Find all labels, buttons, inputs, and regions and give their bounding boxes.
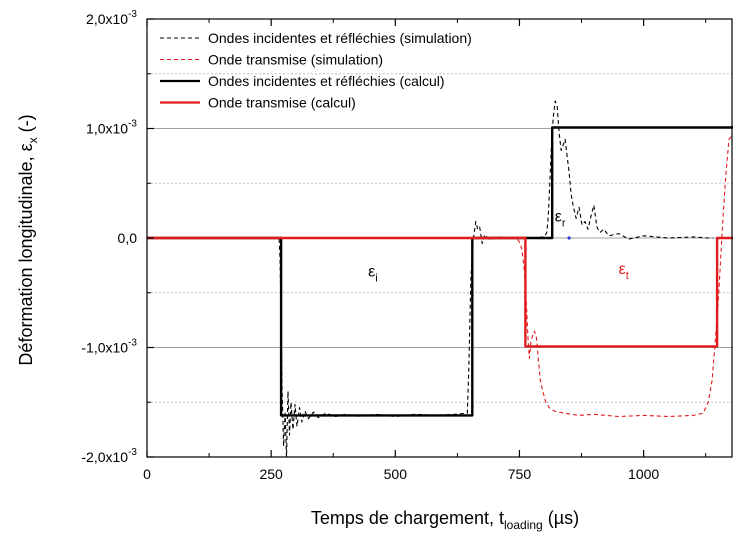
y-tick-label: -2,0x10-3 xyxy=(81,447,137,465)
annotation-label: εi xyxy=(368,263,378,284)
annotation-label: εr xyxy=(555,209,566,230)
y-tick-label-exponent: -3 xyxy=(128,119,137,130)
y-tick-label-exponent: -3 xyxy=(128,338,137,349)
y-axis-label-sub: x xyxy=(26,137,40,143)
y-axis-label-unit: (-) xyxy=(16,114,36,137)
series-line-3 xyxy=(147,126,733,417)
y-tick-label: 0,0 xyxy=(118,230,138,246)
x-axis-label: Temps de chargement, tloading (µs) xyxy=(311,508,579,532)
y-tick-label-base: 1,0x10 xyxy=(86,121,128,137)
y-tick-label: 1,0x10-3 xyxy=(86,119,137,137)
x-tick-label: 250 xyxy=(259,466,283,482)
y-tick-label: -1,0x10-3 xyxy=(81,338,137,356)
legend-entry-label: Onde transmise (simulation) xyxy=(208,52,383,68)
axis-ticks: 0 250 500 750 10002,0x10-31,0x10-30,0-1,0x10… xyxy=(81,9,707,482)
x-tick-label: 0 xyxy=(143,466,151,482)
y-tick-label-exponent: -3 xyxy=(128,9,137,20)
legend-entry-label: Onde transmise (calcul) xyxy=(208,95,356,111)
annotation-label: εt xyxy=(619,261,629,282)
y-tick-label-base: 2,0x10 xyxy=(86,11,128,27)
x-axis-label-sub: loading xyxy=(504,518,543,532)
y-axis-label: Déformation longitudinale, εx (-) xyxy=(16,114,40,365)
y-tick-label-base: -2,0x10 xyxy=(81,449,128,465)
annotation-symbol: ε xyxy=(555,209,562,226)
series-line-2 xyxy=(147,135,732,418)
legend-entry-label: Ondes incidentes et réfléchies (simulati… xyxy=(208,30,472,46)
legend: Ondes incidentes et réfléchies (simulati… xyxy=(160,30,472,111)
legend-entry-label: Ondes incidentes et réfléchies (calcul) xyxy=(208,73,445,89)
y-axis-label-main: Déformation longitudinale, ε xyxy=(16,143,36,365)
x-tick-label: 750 xyxy=(508,466,532,482)
y-tick-label-base: 0,0 xyxy=(118,230,138,246)
annotation-subscript: t xyxy=(626,270,629,282)
series-line-4 xyxy=(147,236,733,348)
annotation-symbol: ε xyxy=(368,263,375,280)
y-tick-label: 2,0x10-3 xyxy=(86,9,137,27)
y-tick-label-exponent: -3 xyxy=(128,447,137,458)
annotation-subscript: i xyxy=(375,272,377,284)
x-tick-label: 1000 xyxy=(628,466,659,482)
x-tick-label: 500 xyxy=(384,466,408,482)
reference-marker xyxy=(567,236,571,240)
annotation-subscript: r xyxy=(562,218,566,230)
annotation-symbol: ε xyxy=(619,261,626,278)
x-axis-label-main: Temps de chargement, t xyxy=(311,508,504,528)
x-axis-label-unit: (µs) xyxy=(543,508,579,528)
y-tick-label-base: -1,0x10 xyxy=(81,340,128,356)
series-layer xyxy=(147,100,733,458)
